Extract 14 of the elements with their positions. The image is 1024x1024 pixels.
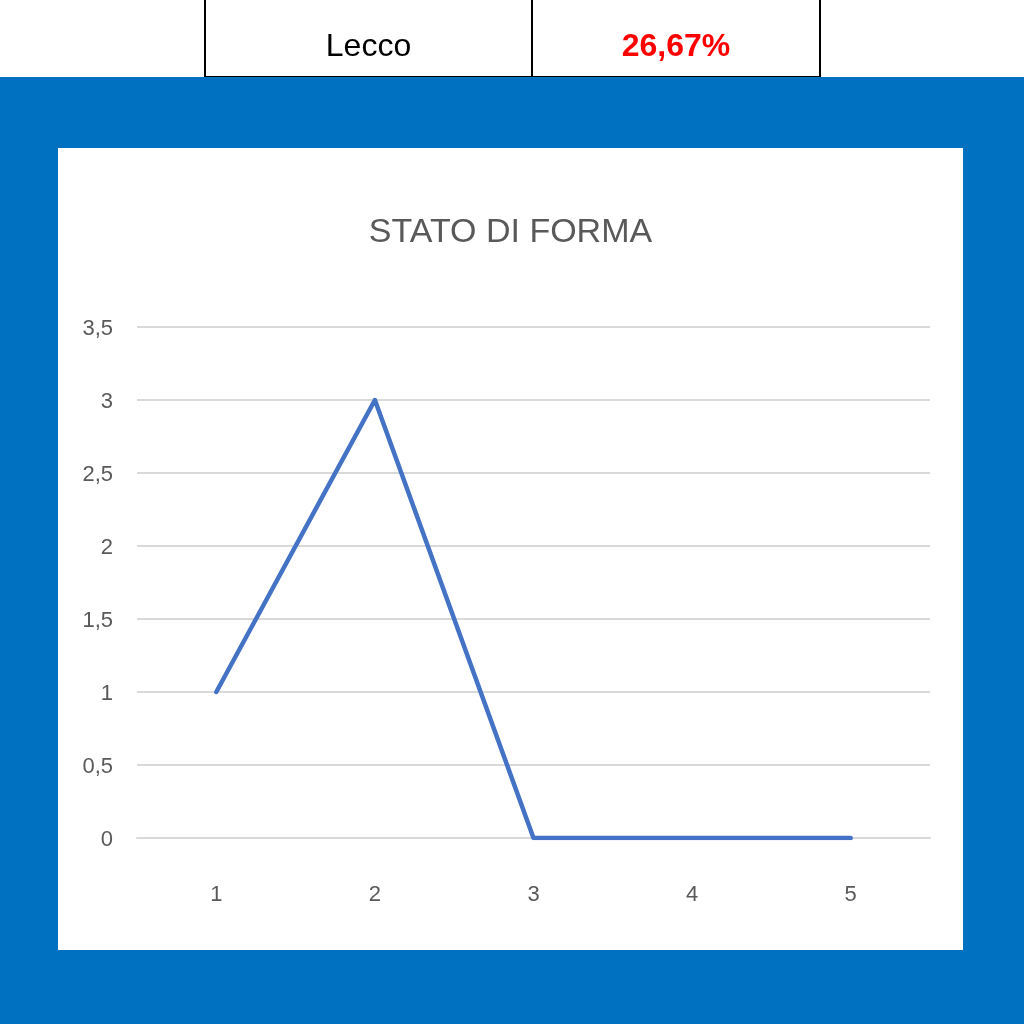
y-tick-label: 2 — [100, 533, 113, 559]
x-tick-label: 3 — [527, 880, 540, 906]
x-tick-label: 4 — [685, 880, 699, 906]
x-tick-label: 2 — [368, 880, 382, 906]
y-tick-label: 0,5 — [82, 752, 113, 778]
y-tick-label: 0 — [100, 825, 113, 851]
y-tick-label: 1,5 — [82, 606, 113, 632]
y-tick-label: 3,5 — [82, 314, 113, 340]
y-tick-label: 3 — [100, 387, 113, 413]
y-tick-label: 1 — [100, 679, 113, 705]
x-tick-label: 1 — [210, 880, 223, 906]
y-tick-label: 2,5 — [82, 460, 113, 486]
chart-title: STATO DI FORMA — [368, 211, 653, 249]
x-tick-label: 5 — [844, 880, 857, 906]
